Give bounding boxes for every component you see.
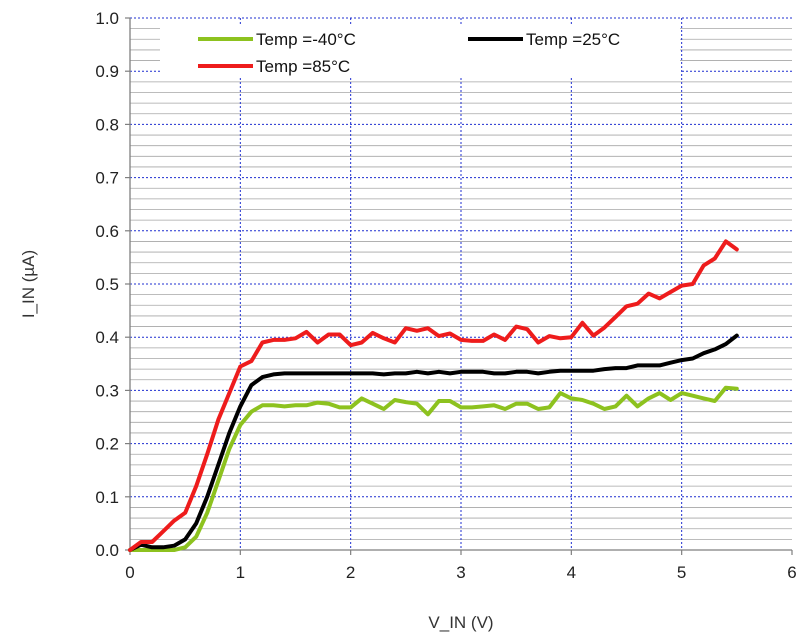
x-tick-label: 4 xyxy=(567,563,576,582)
y-tick-labels: 0.0 0.1 0.2 0.3 0.4 0.5 0.6 0.7 0.8 0.9 1.0 xyxy=(95,9,119,560)
x-tick-label: 5 xyxy=(677,563,686,582)
x-tick-label: 6 xyxy=(787,563,796,582)
y-tick-label: 0.1 xyxy=(95,488,119,507)
y-tick-label: 1.0 xyxy=(95,9,119,28)
y-tick-label: 0.3 xyxy=(95,381,119,400)
x-tick-label: 0 xyxy=(125,563,134,582)
x-tick-label: 3 xyxy=(456,563,465,582)
y-axis-title: I_IN (µA) xyxy=(19,250,38,318)
x-tick-labels: 0 1 2 3 4 5 6 xyxy=(125,563,796,582)
y-tick-label: 0.5 xyxy=(95,275,119,294)
legend: Temp =-40°C Temp =25°C Temp =85°C xyxy=(160,26,680,78)
axes xyxy=(125,17,793,555)
x-tick-label: 2 xyxy=(346,563,355,582)
y-tick-label: 0.9 xyxy=(95,62,119,81)
legend-label-temp-minus40: Temp =-40°C xyxy=(256,30,356,49)
series-line-temp-85 xyxy=(128,239,739,552)
y-tick-label: 0.7 xyxy=(95,169,119,188)
y-tick-label: 0.8 xyxy=(95,115,119,134)
y-tick-label: 0.2 xyxy=(95,435,119,454)
legend-label-temp-85: Temp =85°C xyxy=(256,57,350,76)
x-tick-label: 1 xyxy=(236,563,245,582)
legend-label-temp-25: Temp =25°C xyxy=(526,30,620,49)
series-line-temp-25 xyxy=(128,333,739,552)
legend-background xyxy=(160,26,680,78)
y-tick-label: 0.4 xyxy=(95,328,119,347)
y-tick-label: 0.0 xyxy=(95,541,119,560)
y-tick-label: 0.6 xyxy=(95,222,119,241)
x-axis-title: V_IN (V) xyxy=(428,613,493,632)
series-line-temp-minus40 xyxy=(128,385,739,552)
series-lines xyxy=(128,239,739,552)
